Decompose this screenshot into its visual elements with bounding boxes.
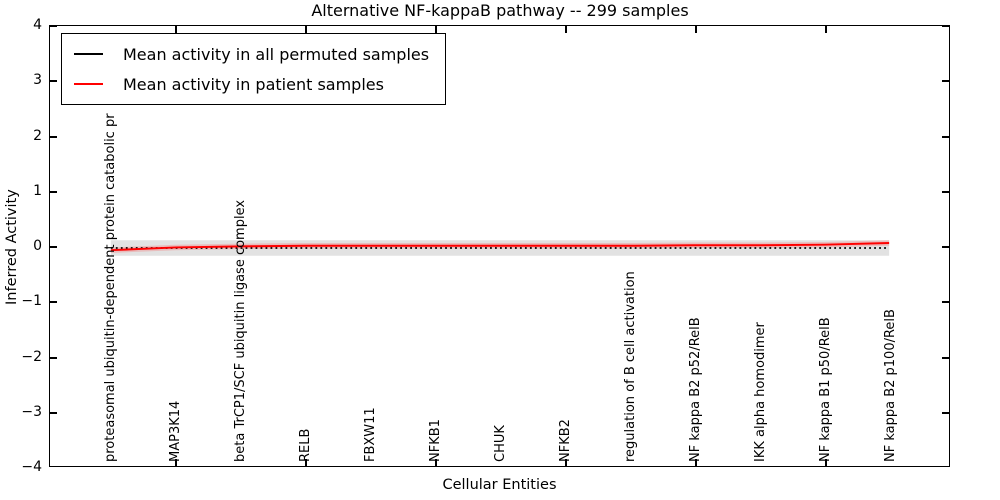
x-axis-label: Cellular Entities [442, 477, 557, 493]
tick-mark [565, 459, 567, 466]
plot-area: Mean activity in all permuted samples Me… [49, 25, 950, 467]
y-tick-label: 4 [33, 17, 42, 33]
x-category-label: NFKB1 [428, 419, 443, 462]
x-category-label: RELB [298, 428, 313, 462]
tick-mark [50, 190, 57, 193]
legend-label-permuted: Mean activity in all permuted samples [123, 44, 430, 64]
x-category-label: CHUK [493, 425, 508, 462]
tick-mark [942, 26, 949, 27]
tick-mark [825, 459, 827, 466]
chart-title: Alternative NF-kappaB pathway -- 299 sam… [311, 1, 689, 20]
legend: Mean activity in all permuted samples Me… [61, 33, 447, 105]
x-category-label: FBXW11 [363, 407, 378, 462]
legend-line-patient-icon [74, 83, 103, 85]
y-tick-label: −1 [21, 293, 42, 310]
tick-mark [305, 459, 307, 466]
x-category-label: beta TrCP1/SCF ubiquitin ligase complex [233, 199, 248, 462]
y-tick-label: 2 [33, 127, 42, 144]
tick-mark [305, 26, 307, 33]
tick-mark [175, 459, 177, 466]
y-tick-label: −2 [21, 348, 42, 365]
tick-mark [50, 135, 57, 138]
tick-mark [942, 246, 949, 248]
x-category-label: NF kappa B2 p52/RelB [688, 317, 703, 462]
tick-mark [695, 459, 697, 466]
tick-mark [825, 26, 827, 33]
x-category-label: IKK alpha homodimer [753, 322, 768, 462]
tick-mark [50, 80, 57, 83]
legend-row: Mean activity in patient samples [74, 69, 429, 99]
tick-mark [50, 246, 57, 248]
x-category-label: regulation of B cell activation [623, 271, 638, 462]
y-tick-label: 1 [33, 182, 42, 199]
x-category-label: proteasomal ubiquitin-dependent protein … [103, 113, 118, 462]
legend-row: Mean activity in all permuted samples [74, 39, 429, 69]
tick-mark [50, 411, 57, 414]
y-tick-label: −3 [21, 403, 42, 420]
tick-mark [175, 26, 177, 33]
tick-mark [50, 356, 57, 359]
tick-mark [695, 26, 697, 33]
tick-mark [50, 301, 57, 304]
chart-canvas [110, 240, 890, 256]
x-category-label: NFKB2 [558, 419, 573, 462]
tick-mark [942, 411, 949, 414]
x-category-label: MAP3K14 [168, 400, 183, 462]
y-tick-label: −4 [21, 459, 42, 475]
legend-line-permuted-icon [74, 53, 103, 55]
tick-mark [435, 26, 437, 33]
tick-mark [942, 190, 949, 193]
tick-mark [565, 26, 567, 33]
y-tick-label: 0 [33, 238, 42, 254]
x-category-label: NF kappa B2 p100/RelB [883, 309, 898, 462]
tick-mark [942, 80, 949, 83]
tick-mark [50, 26, 57, 27]
tick-mark [942, 135, 949, 138]
tick-mark [435, 459, 437, 466]
legend-label-patient: Mean activity in patient samples [123, 74, 384, 94]
y-tick-label: 3 [33, 72, 42, 89]
x-category-label: NF kappa B1 p50/RelB [818, 317, 833, 462]
tick-mark [942, 301, 949, 304]
tick-mark [942, 356, 949, 359]
